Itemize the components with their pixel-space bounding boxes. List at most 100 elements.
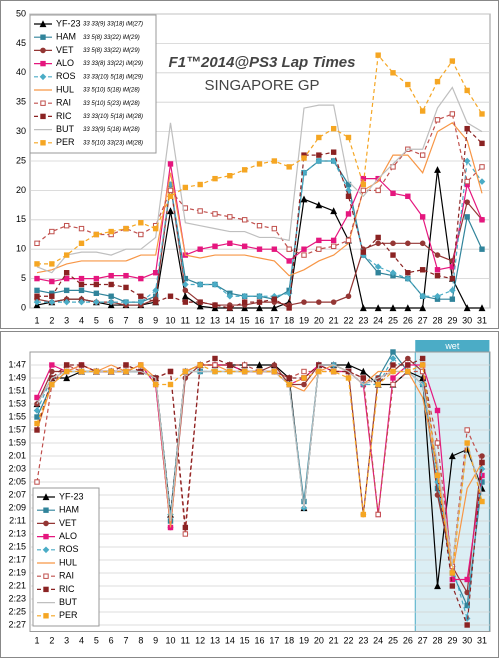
marker	[182, 368, 189, 375]
marker	[419, 267, 426, 273]
marker	[181, 292, 189, 300]
marker	[434, 407, 441, 414]
marker	[152, 225, 159, 232]
marker	[464, 589, 470, 596]
x-tick-label: 1	[34, 315, 39, 325]
x-tick-label: 24	[373, 635, 383, 645]
marker	[434, 267, 441, 273]
marker	[330, 237, 337, 244]
y-tick-label: 10	[16, 244, 26, 254]
marker	[315, 201, 323, 209]
legend-strategy: 33 5(10) 5(23) iM(28)	[83, 101, 140, 107]
marker	[464, 576, 470, 583]
marker	[300, 195, 308, 203]
marker	[49, 261, 55, 267]
marker	[390, 252, 396, 258]
x-tick-label: 23	[358, 635, 368, 645]
x-tick-label: 7	[123, 635, 128, 645]
marker	[212, 302, 218, 308]
marker	[390, 381, 396, 388]
marker	[434, 440, 441, 446]
marker	[78, 298, 85, 306]
marker	[271, 158, 278, 164]
marker	[63, 298, 70, 306]
marker	[49, 381, 55, 388]
marker	[78, 287, 85, 294]
marker	[405, 81, 411, 88]
x-tick-label: 11	[181, 635, 190, 645]
marker	[167, 207, 174, 215]
marker	[152, 299, 159, 305]
marker	[389, 304, 397, 312]
marker	[197, 362, 203, 368]
marker	[182, 281, 189, 288]
marker	[227, 240, 233, 247]
y-tick-label: 2:21	[8, 580, 26, 590]
x-tick-label: 4	[79, 635, 84, 645]
marker	[390, 349, 396, 355]
x-tick-label: 29	[447, 635, 457, 645]
marker	[360, 181, 367, 188]
marker	[434, 292, 441, 300]
x-tick-label: 5	[94, 315, 99, 325]
marker	[374, 263, 382, 271]
legend-label: ALO	[59, 531, 77, 541]
y-tick-label: 2:05	[8, 476, 26, 486]
x-tick-label: 22	[343, 315, 353, 325]
y-tick-label: 1:51	[8, 385, 26, 395]
x-tick-label: 23	[358, 315, 368, 325]
marker	[227, 305, 233, 311]
marker	[93, 298, 100, 306]
marker	[197, 299, 203, 305]
marker	[463, 304, 471, 312]
legend-strategy: 33 5(8) 33(22) iM(29)	[83, 35, 140, 41]
chart-title: F1™2014@PS3 Lap Times	[169, 54, 356, 71]
marker	[330, 243, 337, 249]
marker	[34, 240, 40, 247]
marker	[375, 234, 381, 241]
marker	[330, 207, 338, 215]
legend-label: PER	[56, 137, 75, 147]
legend-label: VET	[56, 45, 74, 55]
marker	[479, 217, 485, 223]
marker	[211, 281, 219, 288]
marker	[212, 362, 218, 368]
marker	[34, 261, 40, 267]
marker	[227, 368, 233, 375]
marker	[241, 368, 248, 375]
y-tick-label: 45	[16, 38, 26, 48]
marker	[449, 58, 456, 64]
x-tick-label: 20	[314, 635, 324, 645]
marker	[390, 375, 396, 381]
marker	[93, 368, 100, 375]
marker	[152, 381, 159, 388]
marker	[479, 479, 485, 485]
marker	[375, 270, 381, 276]
marker	[448, 452, 456, 460]
marker	[375, 52, 381, 58]
y-tick-label: 1:49	[8, 372, 26, 382]
marker	[390, 362, 396, 368]
marker	[419, 304, 427, 312]
marker	[227, 173, 233, 179]
legend-label: HAM	[56, 32, 76, 42]
legend-label: HAM	[59, 505, 79, 515]
x-tick-label: 21	[329, 635, 339, 645]
marker	[270, 304, 278, 312]
marker	[315, 157, 323, 165]
x-tick-label: 27	[418, 635, 428, 645]
marker	[182, 531, 189, 537]
marker	[330, 299, 337, 305]
y-tick-label: 2:17	[8, 554, 26, 564]
marker	[301, 246, 307, 252]
marker	[123, 284, 129, 291]
marker	[33, 407, 41, 414]
marker	[63, 275, 70, 282]
legend-marker	[40, 60, 46, 67]
legend-strategy: 33 33(9) 5(18) iM(28)	[83, 127, 140, 133]
marker	[330, 149, 337, 155]
marker	[464, 440, 470, 446]
marker	[182, 287, 189, 294]
marker	[449, 576, 456, 583]
marker	[359, 304, 367, 312]
